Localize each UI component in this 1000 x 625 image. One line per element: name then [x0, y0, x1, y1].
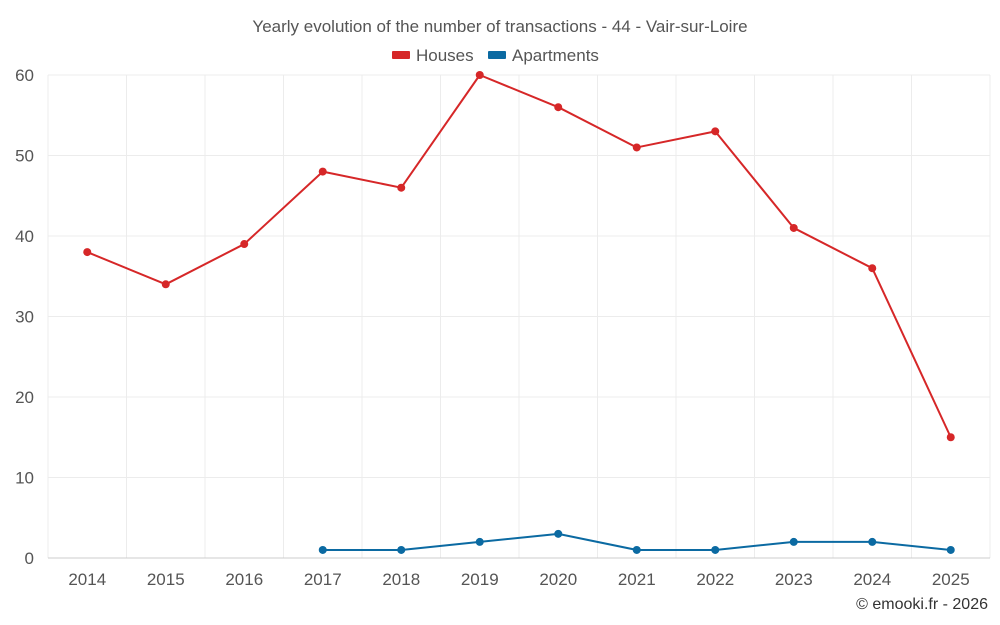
data-point-apartments[interactable]: [554, 529, 563, 538]
x-tick-label: 2018: [382, 570, 420, 589]
y-tick-label: 20: [15, 388, 34, 407]
y-tick-label: 10: [15, 469, 34, 488]
y-axis-ticks: 0 10 20 30 40 50 60: [15, 66, 34, 568]
data-point-houses[interactable]: [161, 280, 170, 289]
y-tick-label: 0: [25, 549, 34, 568]
x-tick-label: 2022: [696, 570, 734, 589]
credit-text: © emooki.fr - 2026: [856, 596, 988, 613]
x-tick-label: 2019: [461, 570, 499, 589]
x-tick-label: 2020: [539, 570, 577, 589]
data-point-houses[interactable]: [711, 127, 720, 136]
x-tick-label: 2016: [225, 570, 263, 589]
data-point-houses[interactable]: [789, 223, 798, 232]
x-tick-label: 2014: [68, 570, 106, 589]
y-tick-label: 40: [15, 227, 34, 246]
data-point-apartments[interactable]: [475, 537, 484, 546]
legend-label-apartments: Apartments: [512, 46, 599, 65]
data-point-houses[interactable]: [554, 103, 563, 112]
data-point-houses[interactable]: [240, 240, 249, 249]
y-tick-label: 60: [15, 66, 34, 85]
y-tick-label: 50: [15, 147, 34, 166]
x-tick-label: 2017: [304, 570, 342, 589]
y-tick-label: 30: [15, 308, 34, 327]
series: [83, 71, 955, 554]
series-line-houses: [86, 74, 952, 438]
data-point-houses[interactable]: [318, 167, 327, 176]
data-point-apartments[interactable]: [946, 545, 955, 554]
x-tick-label: 2024: [853, 570, 891, 589]
x-tick-label: 2015: [147, 570, 185, 589]
x-axis-ticks: 2014 2015 2016 2017 2018 2019 2020 2021 2022 2023…: [68, 570, 969, 589]
data-point-apartments[interactable]: [632, 545, 641, 554]
data-point-apartments[interactable]: [397, 545, 406, 554]
data-point-houses[interactable]: [946, 433, 955, 442]
legend-label-houses: Houses: [416, 46, 474, 65]
legend-swatch-houses: [392, 51, 410, 59]
data-point-houses[interactable]: [83, 248, 92, 257]
data-point-apartments[interactable]: [868, 537, 877, 546]
series-houses: [83, 71, 955, 442]
x-tick-label: 2025: [932, 570, 970, 589]
data-point-houses[interactable]: [397, 183, 406, 192]
data-point-apartments[interactable]: [789, 537, 798, 546]
legend-swatch-apartments: [488, 51, 506, 59]
data-point-apartments[interactable]: [318, 545, 327, 554]
data-point-houses[interactable]: [868, 264, 877, 273]
legend-item-apartments[interactable]: Apartments: [488, 46, 599, 65]
x-tick-label: 2023: [775, 570, 813, 589]
data-point-houses[interactable]: [475, 71, 484, 79]
data-point-apartments[interactable]: [711, 545, 720, 554]
grid: [47, 74, 991, 559]
data-point-houses[interactable]: [632, 143, 641, 152]
legend-item-houses[interactable]: Houses: [392, 46, 474, 65]
legend: Houses Apartments: [392, 46, 599, 65]
x-tick-label: 2021: [618, 570, 656, 589]
chart-title: Yearly evolution of the number of transa…: [252, 17, 747, 36]
series-apartments: [318, 529, 955, 554]
